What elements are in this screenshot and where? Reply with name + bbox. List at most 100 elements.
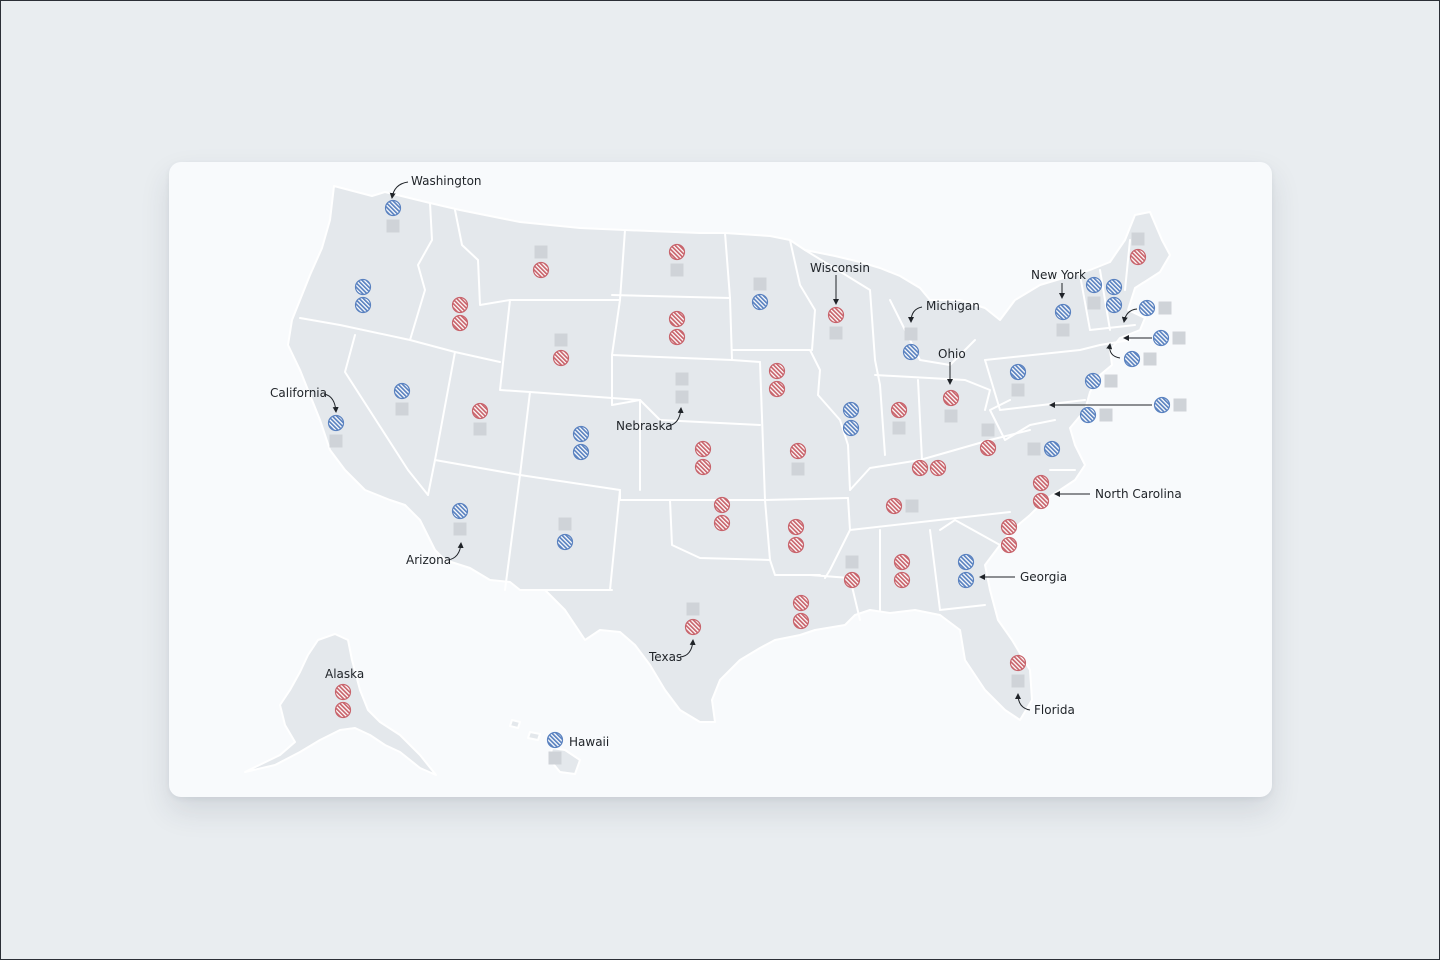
delaware-blue-circle-marker (1079, 406, 1097, 424)
new-mexico-gray-square-marker (558, 517, 572, 531)
oregon-blue-circle-marker (354, 278, 372, 296)
mississippi-red-circle-marker (843, 571, 861, 589)
new-jersey-blue-circle-marker (1084, 372, 1102, 390)
kansas-red-circle-marker (694, 440, 712, 458)
label-wisconsin: Wisconsin (810, 261, 870, 275)
nebraska-gray-square-marker (675, 390, 689, 404)
california-blue-circle-marker (327, 414, 345, 432)
new-jersey-gray-square-marker (1104, 374, 1118, 388)
new-mexico-blue-circle-marker (556, 533, 574, 551)
ohio-gray-square-marker (944, 409, 958, 423)
georgia-blue-circle-marker (957, 553, 975, 571)
florida-gray-square-marker (1011, 674, 1025, 688)
south-dakota-red-circle-marker (668, 328, 686, 346)
delaware-gray-square-marker (1099, 408, 1113, 422)
iowa-red-circle-marker (768, 362, 786, 380)
alabama-red-circle-marker (893, 553, 911, 571)
connecticut-gray-square-marker (1143, 352, 1157, 366)
michigan-blue-circle-marker (902, 343, 920, 361)
georgia-blue-circle-marker (957, 571, 975, 589)
kentucky-red-circle-marker (929, 459, 947, 477)
texas-gray-square-marker (686, 602, 700, 616)
illinois-blue-circle-marker (842, 401, 860, 419)
label-california: California (270, 386, 327, 400)
indiana-red-circle-marker (890, 401, 908, 419)
label-hawaii: Hawaii (569, 735, 609, 749)
wisconsin-gray-square-marker (829, 326, 843, 340)
colorado-blue-circle-marker (572, 443, 590, 461)
missouri-gray-square-marker (791, 462, 805, 476)
maryland-gray-square-marker (1173, 398, 1187, 412)
minnesota-blue-circle-marker (751, 293, 769, 311)
kentucky-red-circle-marker (911, 459, 929, 477)
iowa-red-circle-marker (768, 380, 786, 398)
virginia-gray-square-marker (1027, 442, 1041, 456)
idaho-red-circle-marker (451, 296, 469, 314)
label-washington: Washington (411, 174, 482, 188)
vermont-gray-square-marker (1087, 296, 1101, 310)
new-york-gray-square-marker (1056, 323, 1070, 337)
nebraska-gray-square-marker (675, 372, 689, 386)
texas-red-circle-marker (684, 618, 702, 636)
arkansas-red-circle-marker (787, 518, 805, 536)
wisconsin-red-circle-marker (827, 306, 845, 324)
utah-gray-square-marker (473, 422, 487, 436)
arkansas-red-circle-marker (787, 536, 805, 554)
montana-red-circle-marker (532, 261, 550, 279)
connecticut-blue-circle-marker (1123, 350, 1141, 368)
florida-red-circle-marker (1009, 654, 1027, 672)
tennessee-red-circle-marker (885, 497, 903, 515)
maine-red-circle-marker (1129, 248, 1147, 266)
north-carolina-red-circle-marker (1032, 492, 1050, 510)
new-york-blue-circle-marker (1054, 303, 1072, 321)
rhode-island-gray-square-marker (1172, 331, 1186, 345)
label-new-york: New York (1031, 268, 1086, 282)
arizona-gray-square-marker (453, 522, 467, 536)
label-nebraska: Nebraska (616, 419, 673, 433)
maryland-blue-circle-marker (1153, 396, 1171, 414)
nevada-blue-circle-marker (393, 382, 411, 400)
ohio-red-circle-marker (942, 389, 960, 407)
colorado-blue-circle-marker (572, 425, 590, 443)
washington-blue-circle-marker (384, 199, 402, 217)
mississippi-gray-square-marker (845, 555, 859, 569)
massachusetts-gray-square-marker (1158, 301, 1172, 315)
hawaii-gray-square-marker (548, 751, 562, 765)
south-carolina-red-circle-marker (1000, 518, 1018, 536)
label-georgia: Georgia (1020, 570, 1067, 584)
missouri-red-circle-marker (789, 442, 807, 460)
new-hampshire-blue-circle-marker (1105, 296, 1123, 314)
label-ohio: Ohio (938, 347, 966, 361)
west-virginia-red-circle-marker (979, 439, 997, 457)
massachusetts-blue-circle-marker (1138, 299, 1156, 317)
california-gray-square-marker (329, 434, 343, 448)
illinois-blue-circle-marker (842, 419, 860, 437)
hawaii-blue-circle-marker (546, 731, 564, 749)
label-alaska: Alaska (325, 667, 364, 681)
label-michigan: Michigan (926, 299, 980, 313)
rhode-island-blue-circle-marker (1152, 329, 1170, 347)
state-markers (327, 199, 1187, 765)
montana-gray-square-marker (534, 245, 548, 259)
state-labels: Washington California Arizona Nebraska T… (270, 174, 1182, 749)
label-florida: Florida (1034, 703, 1075, 717)
north-carolina-red-circle-marker (1032, 474, 1050, 492)
west-virginia-gray-square-marker (981, 423, 995, 437)
wyoming-gray-square-marker (554, 333, 568, 347)
north-dakota-gray-square-marker (670, 263, 684, 277)
hawaii-islands (509, 719, 581, 775)
maine-gray-square-marker (1131, 232, 1145, 246)
alabama-red-circle-marker (893, 571, 911, 589)
wyoming-red-circle-marker (552, 349, 570, 367)
nevada-gray-square-marker (395, 402, 409, 416)
alaska-red-circle-marker (334, 683, 352, 701)
vermont-blue-circle-marker (1085, 276, 1103, 294)
new-hampshire-blue-circle-marker (1105, 278, 1123, 296)
south-dakota-red-circle-marker (668, 310, 686, 328)
oklahoma-red-circle-marker (713, 496, 731, 514)
minnesota-gray-square-marker (753, 277, 767, 291)
washington-gray-square-marker (386, 219, 400, 233)
arizona-blue-circle-marker (451, 502, 469, 520)
oklahoma-red-circle-marker (713, 514, 731, 532)
